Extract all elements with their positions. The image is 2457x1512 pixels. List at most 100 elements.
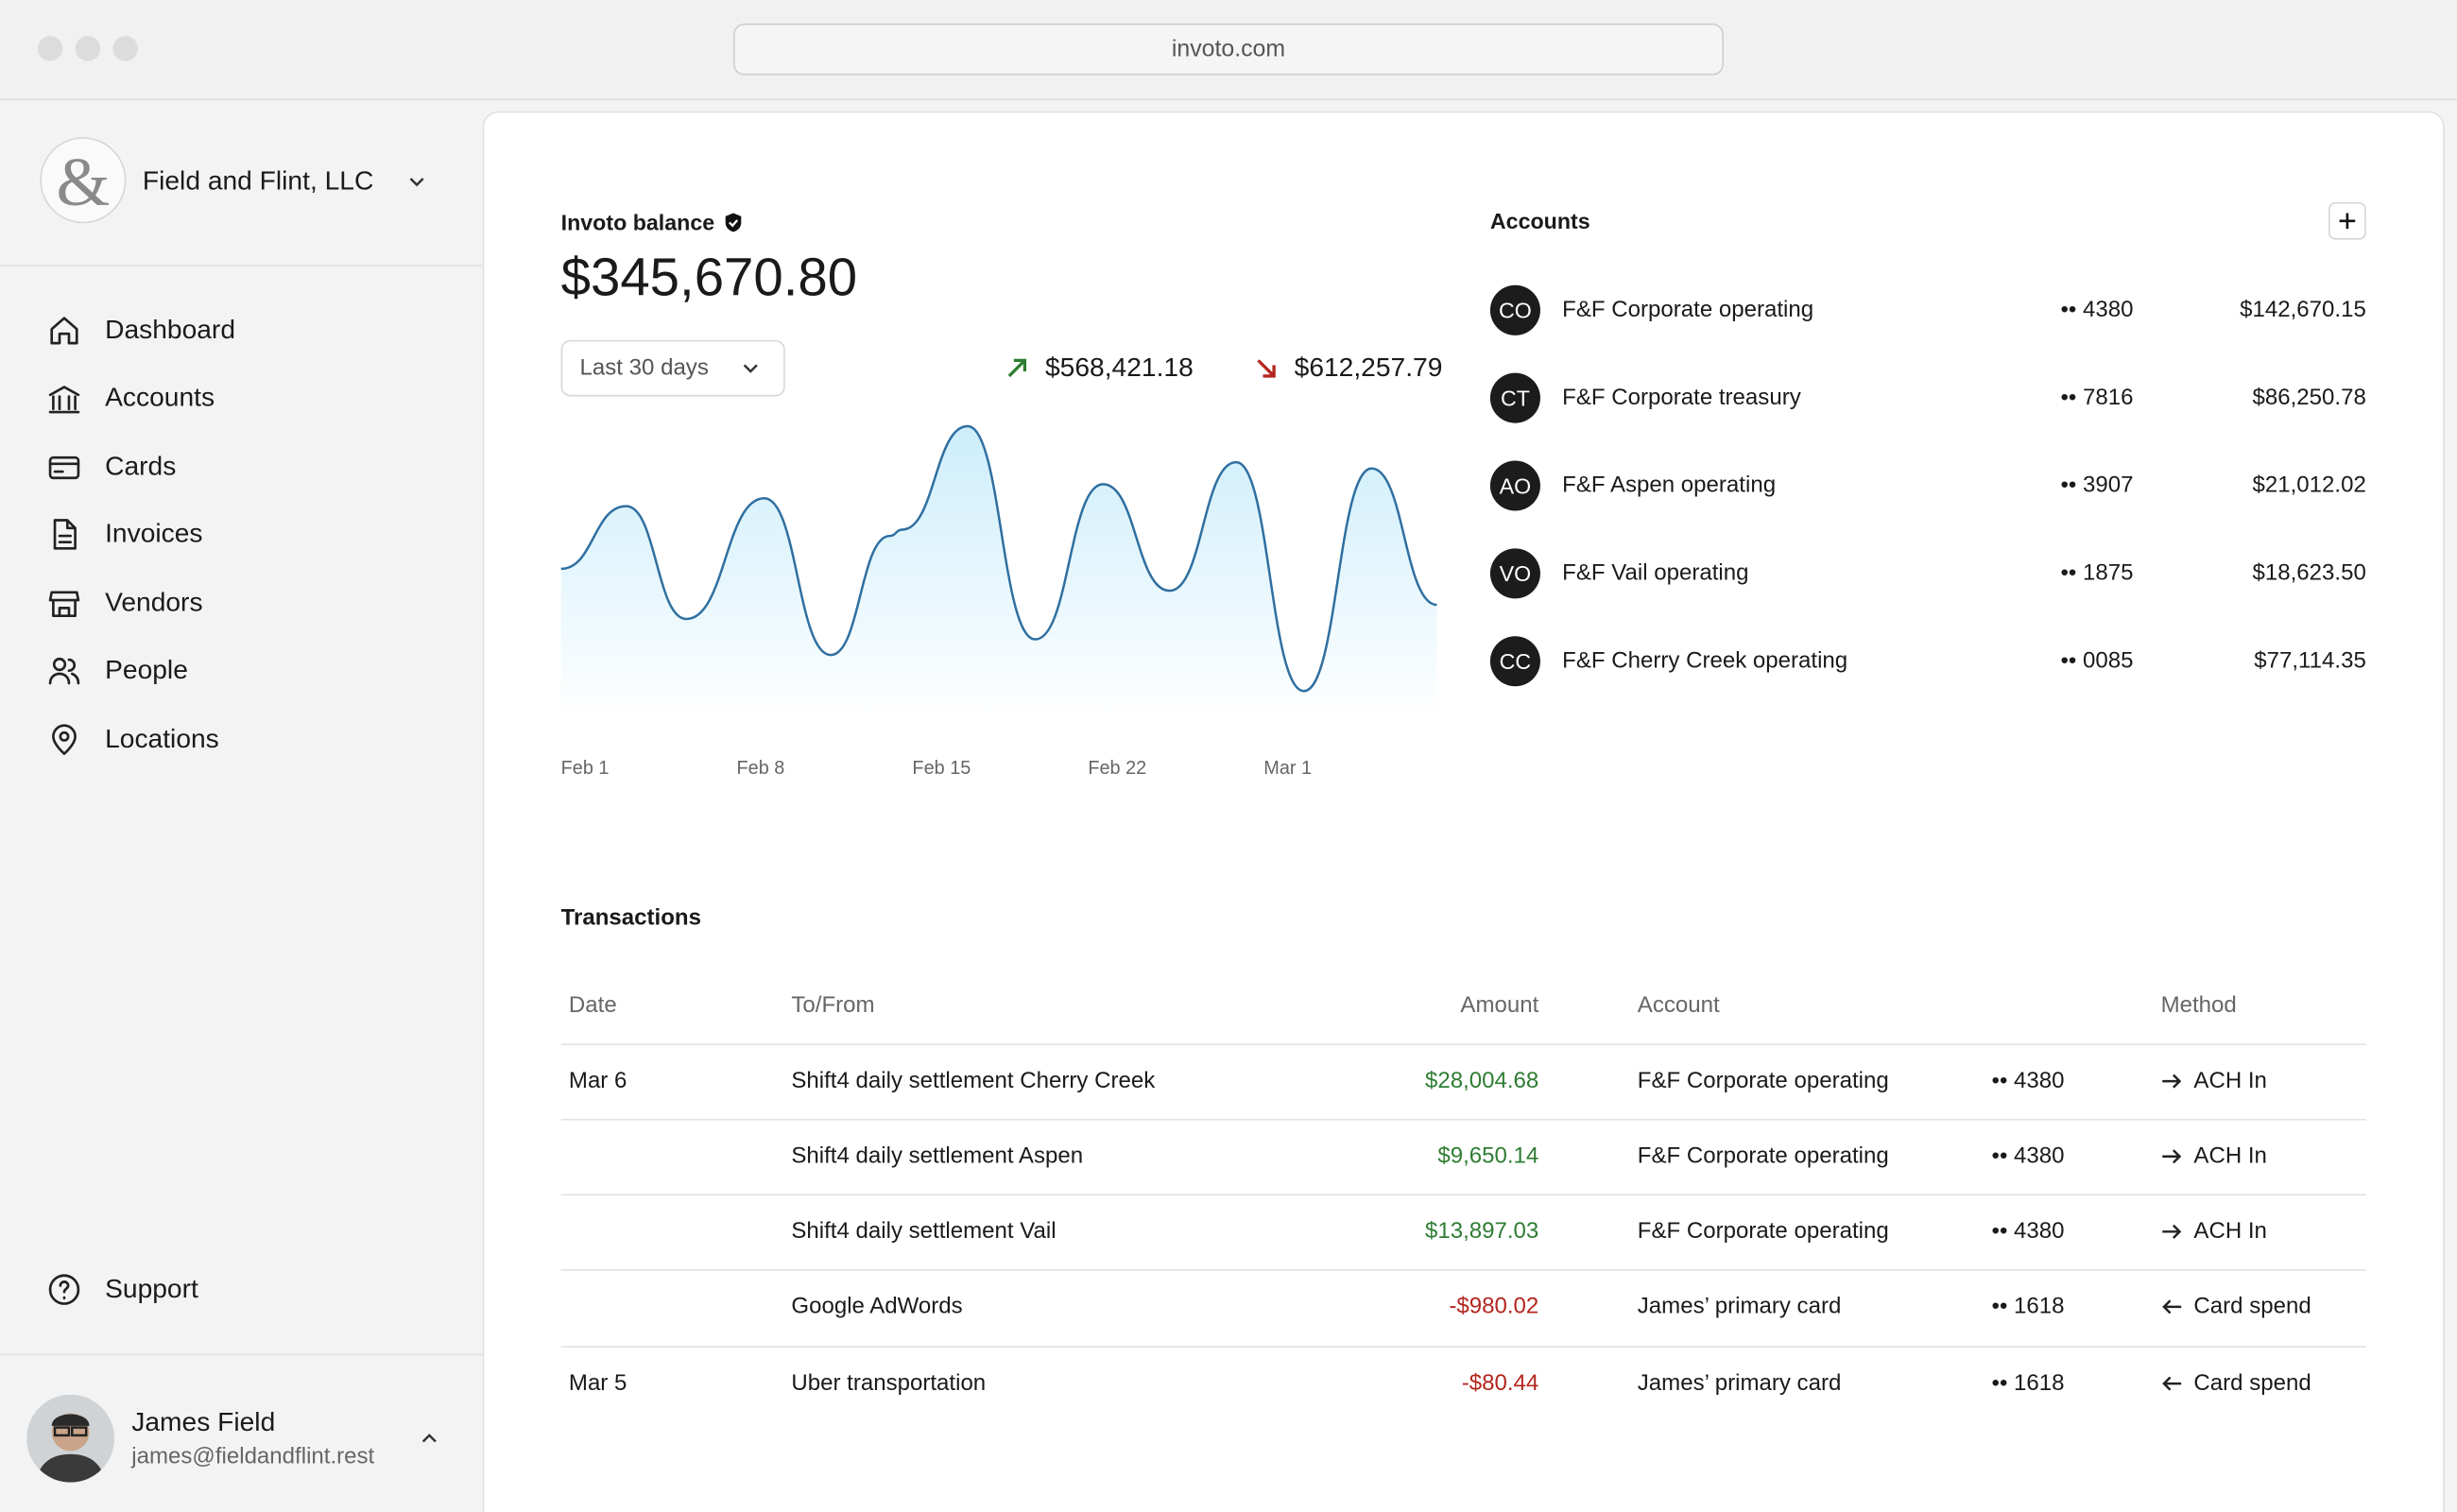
icon-bank xyxy=(48,386,80,414)
tx-account: James’ primary card xyxy=(1637,1294,1842,1320)
tx-method: ACH In xyxy=(2193,1219,2267,1245)
balance-label: Invoto balance xyxy=(560,210,715,235)
divider xyxy=(0,265,483,266)
tx-method: ACH In xyxy=(2193,1143,2267,1169)
account-avatar: AO xyxy=(1489,460,1540,511)
balance-amount: $345,670.80 xyxy=(560,248,858,308)
user-email: james@fieldandflint.rest xyxy=(131,1444,375,1470)
nav-item[interactable]: Dashboard xyxy=(105,315,236,345)
icon-card xyxy=(48,455,80,480)
transactions-title: Transactions xyxy=(560,905,701,931)
tx-party[interactable]: Uber transportation xyxy=(791,1370,987,1397)
account-name[interactable]: F&F Aspen operating xyxy=(1562,472,1777,499)
account-number: •• 3907 xyxy=(2060,472,2134,499)
tx-amount: -$80.44 xyxy=(1461,1370,1539,1397)
icon-help xyxy=(48,1274,80,1305)
tx-party[interactable]: Shift4 daily settlement Aspen xyxy=(791,1143,1084,1169)
tx-method: Card spend xyxy=(2193,1370,2311,1397)
x-tick-label: Feb 22 xyxy=(1088,758,1146,779)
x-tick-label: Feb 8 xyxy=(737,758,785,779)
tx-account: James’ primary card xyxy=(1637,1370,1842,1397)
x-tick-label: Feb 15 xyxy=(912,758,971,779)
tx-amount: $13,897.03 xyxy=(1424,1219,1539,1245)
nav-item[interactable]: Invoices xyxy=(105,518,203,549)
tx-party[interactable]: Google AdWords xyxy=(791,1294,963,1320)
tx-party[interactable]: Shift4 daily settlement Vail xyxy=(791,1219,1057,1245)
nav-item[interactable]: Accounts xyxy=(105,382,215,413)
account-name[interactable]: F&F Corporate operating xyxy=(1562,298,1814,323)
account-avatar: CT xyxy=(1489,372,1540,423)
row-divider xyxy=(560,1194,2366,1196)
verified-icon xyxy=(725,213,742,232)
icon-people xyxy=(48,657,80,685)
icon-home xyxy=(50,317,78,345)
account-name[interactable]: F&F Corporate treasury xyxy=(1562,385,1801,411)
column-header: To/From xyxy=(791,993,875,1019)
org-logo: & xyxy=(40,137,127,224)
column-header: Date xyxy=(568,993,617,1019)
method-arrow xyxy=(2162,1299,2182,1314)
nav-item[interactable]: Vendors xyxy=(105,587,203,618)
tx-party[interactable]: Shift4 daily settlement Cherry Creek xyxy=(791,1068,1156,1094)
nav-support[interactable]: Support xyxy=(105,1274,198,1304)
icon-location xyxy=(52,724,77,755)
tx-account-number: •• 1618 xyxy=(1991,1370,2065,1397)
divider xyxy=(0,1353,483,1356)
column-header: Account xyxy=(1637,993,1720,1019)
tx-method: ACH In xyxy=(2193,1068,2267,1094)
account-number: •• 0085 xyxy=(2060,648,2134,675)
tx-amount: -$980.02 xyxy=(1449,1294,1539,1320)
header-divider xyxy=(560,1043,2366,1045)
account-balance: $77,114.35 xyxy=(2254,648,2366,675)
tx-account-number: •• 1618 xyxy=(1991,1294,2065,1320)
tx-amount: $28,004.68 xyxy=(1424,1068,1539,1094)
row-divider xyxy=(560,1269,2366,1271)
tx-amount: $9,650.14 xyxy=(1437,1143,1539,1169)
outflow-amount: $612,257.79 xyxy=(1294,352,1443,383)
account-avatar: VO xyxy=(1489,548,1540,599)
period-chevron xyxy=(743,364,758,373)
nav-item[interactable]: Cards xyxy=(105,451,177,482)
balance-chart: Feb 1 Feb 8 Feb 15 Feb 22 Mar 1 xyxy=(560,424,1437,779)
tx-account-number: •• 4380 xyxy=(1991,1219,2065,1245)
tx-account: F&F Corporate operating xyxy=(1637,1219,1889,1245)
tx-date: Mar 5 xyxy=(568,1370,627,1397)
area xyxy=(560,426,1437,721)
account-name[interactable]: F&F Cherry Creek operating xyxy=(1562,648,1848,675)
nav-item[interactable]: Locations xyxy=(105,724,219,754)
account-number: •• 7816 xyxy=(2060,385,2134,411)
org-chevron[interactable] xyxy=(405,171,427,193)
main-panel xyxy=(482,111,2445,1512)
method-arrow xyxy=(2162,1224,2182,1239)
period-select[interactable] xyxy=(560,339,785,397)
line xyxy=(560,424,1437,693)
tx-account-number: •• 4380 xyxy=(1991,1068,2065,1094)
column-header: Method xyxy=(2160,993,2237,1019)
tx-account: F&F Corporate operating xyxy=(1637,1143,1889,1169)
account-number: •• 4380 xyxy=(2060,298,2134,323)
tx-account: F&F Corporate operating xyxy=(1637,1068,1889,1094)
column-header: Amount xyxy=(1460,993,1539,1019)
icon-store xyxy=(48,591,80,617)
org-name[interactable]: Field and Flint, LLC xyxy=(142,165,374,197)
account-number: •• 1875 xyxy=(2060,560,2134,587)
add-account-button[interactable] xyxy=(2328,201,2366,240)
tx-date: Mar 6 xyxy=(568,1068,627,1094)
window-controls xyxy=(37,36,138,61)
method-arrow xyxy=(2162,1149,2182,1164)
method-arrow xyxy=(2162,1074,2182,1089)
account-name[interactable]: F&F Vail operating xyxy=(1562,560,1749,587)
nav-item[interactable]: People xyxy=(105,655,188,685)
user-name: James Field xyxy=(131,1407,276,1437)
tx-account-number: •• 4380 xyxy=(1991,1143,2065,1169)
accounts-title: Accounts xyxy=(1489,208,1590,234)
svg-text:&: & xyxy=(57,144,111,220)
account-balance: $86,250.78 xyxy=(2252,385,2366,411)
user-chevron[interactable] xyxy=(419,1428,440,1450)
row-divider xyxy=(560,1118,2366,1121)
account-balance: $21,012.02 xyxy=(2252,472,2366,499)
address-bar[interactable]: invoto.com xyxy=(733,23,1724,76)
row-divider xyxy=(560,1346,2366,1349)
